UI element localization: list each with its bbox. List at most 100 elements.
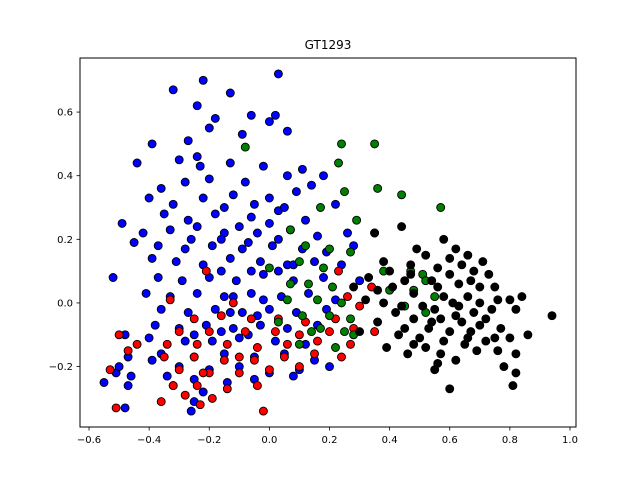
data-point [108,273,118,282]
data-point [264,117,274,127]
data-point [180,390,190,400]
data-point [406,269,416,279]
data-point [291,187,301,197]
data-point [192,101,202,111]
data-point [294,362,304,372]
data-point [475,298,485,308]
x-tick-label: 0.2 [322,435,338,446]
data-point [219,355,229,365]
data-point [319,171,328,181]
data-point [234,368,244,378]
data-point [505,333,515,343]
data-point [210,304,220,314]
data-point [192,222,202,232]
data-point [301,241,310,251]
data-point [394,330,404,340]
data-point [246,314,256,324]
data-point [346,339,355,349]
data-point [352,215,362,225]
data-point [138,228,148,238]
data-point [270,336,280,346]
data-point [294,330,304,340]
data-point [451,244,461,254]
data-point [111,403,121,413]
data-point [418,301,428,311]
data-point [427,317,437,327]
data-point [162,339,172,349]
data-point [517,292,527,302]
data-point [400,276,410,286]
data-point [228,190,238,200]
data-point [234,333,244,343]
data-point [319,273,328,282]
data-point [325,311,334,321]
data-point [436,314,446,324]
y-tick-label: −0.2 [49,362,73,373]
data-point [445,327,455,337]
data-point [114,362,124,372]
data-point [490,282,500,292]
data-point [216,311,226,321]
x-tick-label: 0.8 [502,435,518,446]
data-point [493,295,503,305]
data-point [397,222,407,232]
data-point [252,381,262,391]
data-point [153,241,163,251]
data-point [445,253,455,263]
data-point [132,339,142,349]
data-point [126,371,136,381]
data-point [180,177,190,187]
data-point [207,393,217,403]
data-point [285,279,295,289]
data-point [481,314,491,324]
data-point [204,174,214,184]
data-point [189,352,199,362]
data-point [307,327,316,337]
data-point [445,269,455,279]
data-point [156,397,166,407]
data-point [481,336,491,346]
data-point [195,400,205,410]
y-axis: −0.2 0.0 0.2 0.4 0.6 [49,108,80,373]
data-point [313,231,322,241]
data-point [186,234,196,244]
data-point [337,352,346,362]
data-point [496,323,506,333]
data-point [409,339,419,349]
data-point [469,266,479,276]
data-point [150,320,160,330]
data-point [168,85,178,95]
data-point [391,308,401,317]
data-point [451,311,461,321]
data-point [270,110,280,120]
data-point [436,203,446,212]
data-point [288,371,298,381]
data-point [294,257,304,267]
data-point [349,282,359,292]
data-point [421,343,431,352]
data-point [304,288,313,298]
data-point [159,352,169,362]
data-point [225,253,235,263]
data-point [237,244,247,254]
y-tick-label: 0.2 [57,235,73,246]
data-point [282,171,292,181]
data-point [430,304,440,314]
data-point [466,276,476,286]
data-point [505,295,515,305]
data-point [210,113,220,123]
data-point [168,381,178,391]
data-point [337,298,346,308]
data-point [123,346,133,356]
data-point [508,381,518,391]
data-points [99,69,557,416]
data-point [490,333,500,343]
data-point [273,69,283,79]
data-point [273,266,283,276]
data-point [433,282,443,292]
data-point [451,355,461,365]
data-point [313,336,322,346]
data-point [216,327,226,337]
data-point [207,336,217,346]
